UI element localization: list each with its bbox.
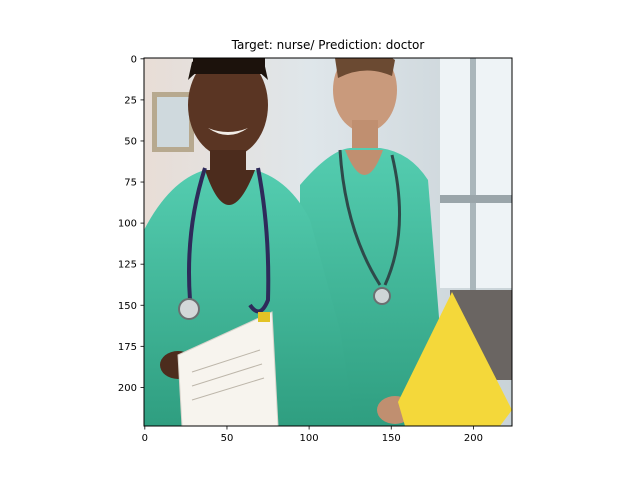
chart-title: Target: nurse/ Prediction: doctor [231, 38, 425, 52]
y-tick-label: 125 [118, 260, 137, 271]
image-display [143, 57, 513, 427]
x-axis: 0 50 100 150 200 [142, 426, 483, 444]
y-tick-label: 100 [118, 219, 137, 230]
x-tick-label: 150 [382, 433, 401, 444]
y-tick-label: 200 [118, 383, 137, 394]
y-tick-label: 0 [131, 54, 137, 65]
x-tick-label: 100 [300, 433, 319, 444]
y-axis: 0 25 50 75 100 125 150 175 200 [118, 54, 144, 394]
x-tick-label: 200 [464, 433, 483, 444]
x-tick-label: 0 [142, 433, 148, 444]
y-tick-label: 50 [124, 136, 137, 147]
y-tick-label: 75 [124, 178, 137, 189]
y-tick-label: 150 [118, 301, 137, 312]
x-tick-label: 50 [221, 433, 234, 444]
y-tick-label: 175 [118, 342, 137, 353]
y-tick-label: 25 [124, 95, 137, 106]
